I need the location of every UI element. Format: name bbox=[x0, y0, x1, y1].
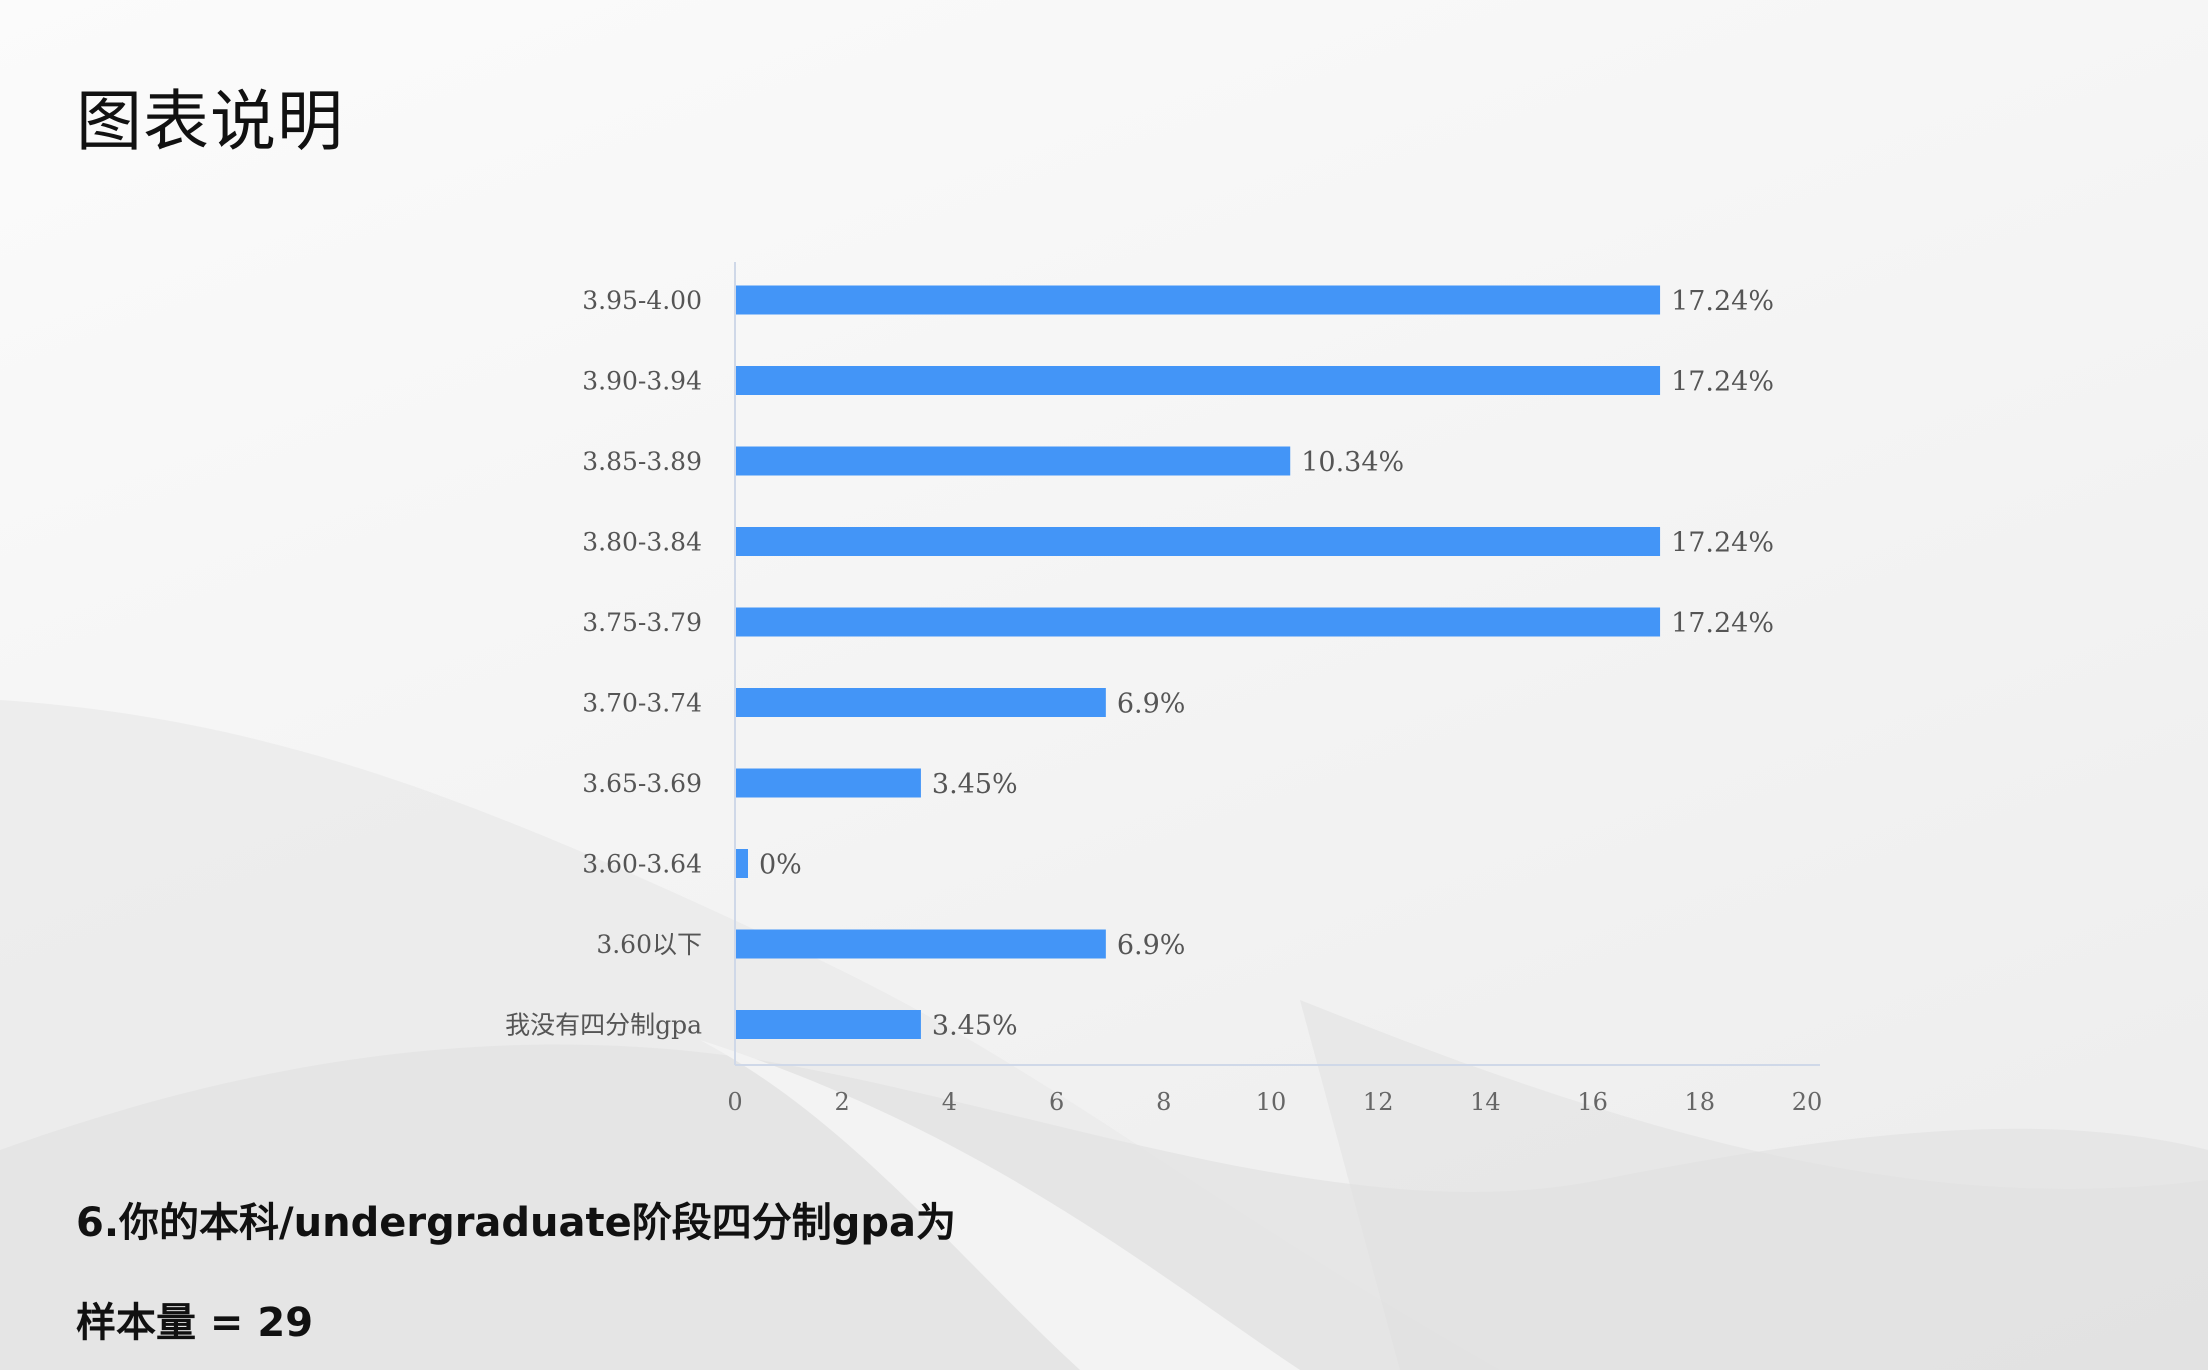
category-label-7: 3.65-3.69 bbox=[582, 769, 702, 798]
sample-size-text: 样本量 = 29 bbox=[76, 1300, 314, 1346]
value-label-1: 17.24% bbox=[1671, 286, 1774, 317]
value-label-7: 3.45% bbox=[932, 769, 1018, 800]
x-tick-label-18: 18 bbox=[1685, 1088, 1716, 1116]
x-tick-label-6: 6 bbox=[1049, 1088, 1064, 1116]
x-tick-label-16: 16 bbox=[1577, 1088, 1608, 1116]
category-label-9: 3.60以下 bbox=[596, 930, 702, 959]
page-title: 图表说明 bbox=[76, 83, 344, 160]
bar-6 bbox=[736, 688, 1106, 717]
bar-4 bbox=[736, 527, 1661, 556]
x-tick-label-8: 8 bbox=[1156, 1088, 1171, 1116]
bar-10 bbox=[736, 1010, 921, 1039]
category-label-5: 3.75-3.79 bbox=[582, 608, 702, 637]
category-label-1: 3.95-4.00 bbox=[582, 286, 702, 315]
bar-7 bbox=[736, 768, 921, 798]
x-tick-label-10: 10 bbox=[1256, 1088, 1287, 1116]
value-label-8: 0% bbox=[759, 850, 802, 881]
value-label-4: 17.24% bbox=[1671, 528, 1774, 559]
bar-1 bbox=[736, 285, 1661, 315]
question-text: 6.你的本科/undergraduate阶段四分制gpa为 bbox=[76, 1200, 957, 1246]
value-label-5: 17.24% bbox=[1671, 608, 1774, 639]
bar-9 bbox=[736, 929, 1106, 959]
value-label-9: 6.9% bbox=[1117, 930, 1186, 961]
category-label-8: 3.60-3.64 bbox=[582, 850, 702, 879]
bar-3 bbox=[736, 446, 1291, 476]
bar-8 bbox=[736, 849, 748, 878]
value-label-6: 6.9% bbox=[1117, 689, 1186, 720]
category-label-3: 3.85-3.89 bbox=[582, 447, 702, 476]
x-tick-label-4: 4 bbox=[942, 1088, 957, 1116]
category-label-6: 3.70-3.74 bbox=[582, 689, 702, 718]
bar-5 bbox=[736, 607, 1661, 637]
value-label-10: 3.45% bbox=[932, 1011, 1018, 1042]
value-label-3: 10.34% bbox=[1301, 447, 1404, 478]
value-label-2: 17.24% bbox=[1671, 367, 1774, 398]
chart-plot-area: 3.95-4.00 17.24% 3.90-3.94 17.24% 3.85-3.89 1… bbox=[505, 262, 1822, 1116]
bar-2 bbox=[736, 366, 1661, 395]
x-tick-label-14: 14 bbox=[1470, 1088, 1501, 1116]
category-label-2: 3.90-3.94 bbox=[582, 367, 702, 396]
x-tick-label-0: 0 bbox=[727, 1088, 742, 1116]
category-label-4: 3.80-3.84 bbox=[582, 528, 702, 557]
x-tick-label-2: 2 bbox=[835, 1088, 850, 1116]
x-tick-label-12: 12 bbox=[1363, 1088, 1394, 1116]
category-label-10: 我没有四分制gpa bbox=[505, 1011, 702, 1040]
x-tick-label-20: 20 bbox=[1792, 1088, 1823, 1116]
